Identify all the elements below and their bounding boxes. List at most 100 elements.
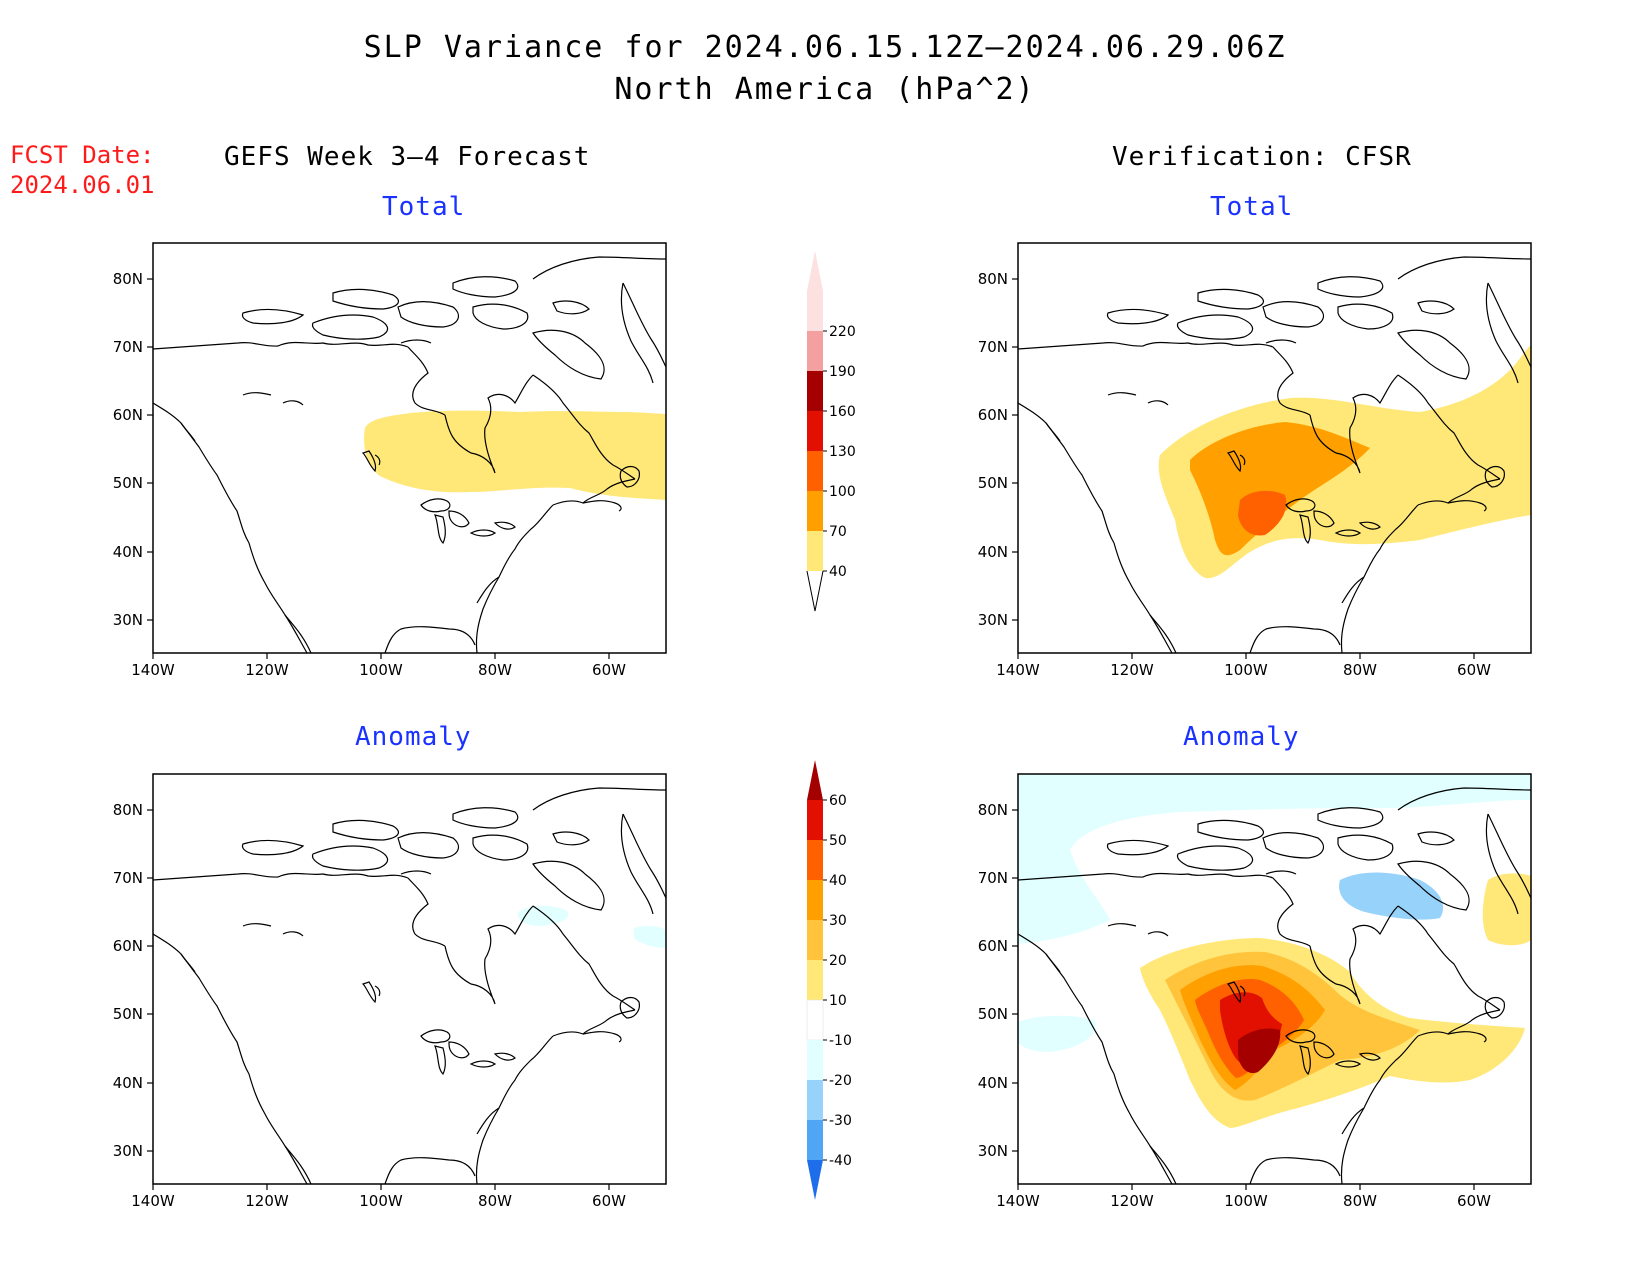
cb-total-swatch [807, 491, 823, 531]
cb-anomaly-swatch [807, 960, 823, 1000]
cfsr-total-lon-label: 80W [1343, 661, 1377, 679]
cb-anomaly-swatch [807, 1080, 823, 1120]
cfsr-anomaly-lat-label: 40N [978, 1074, 1008, 1092]
cfsr-anomaly-shade-10-b [1482, 873, 1531, 946]
gefs-anomaly-lon-label: 100W [359, 1192, 403, 1210]
cb-total-swatch [807, 291, 823, 331]
gefs-anomaly-lat-label: 50N [113, 1005, 143, 1023]
cb-anomaly-label: 60 [829, 793, 847, 809]
cfsr-anomaly-shade-60 [1238, 1028, 1281, 1074]
left-anomaly-title: Anomaly [355, 722, 472, 752]
cb-anomaly-label: 10 [829, 993, 847, 1009]
gefs-total-lat-label: 70N [113, 338, 143, 356]
map-cfsr-total [1017, 242, 1532, 654]
cb-anomaly-upper-tip [807, 760, 823, 800]
cfsr-total-lon-label: 120W [1110, 661, 1154, 679]
cfsr-anomaly-lat-label: 50N [978, 1005, 1008, 1023]
fcst-date-value: 2024.06.01 [10, 171, 155, 199]
cfsr-total-lat-label: 50N [978, 474, 1008, 492]
cb-anomaly-label: 20 [829, 953, 847, 969]
cfsr-total-shade-100 [1238, 490, 1287, 536]
cb-total-swatch [807, 331, 823, 371]
cfsr-anomaly-shade-neg10 [1018, 774, 1531, 944]
gefs-anomaly-lon-label: 60W [592, 1192, 626, 1210]
cfsr-total-lat-label: 70N [978, 338, 1008, 356]
cb-anomaly-label: 30 [829, 913, 847, 929]
cfsr-anomaly-lat-label: 70N [978, 869, 1008, 887]
cb-anomaly-label: -30 [829, 1113, 852, 1129]
cfsr-anomaly-lon-label: 100W [1224, 1192, 1268, 1210]
cfsr-anomaly-shade-neg20 [1339, 872, 1444, 920]
cb-anomaly-lower-tip [807, 1160, 823, 1200]
gefs-total-lat-label: 60N [113, 406, 143, 424]
cfsr-anomaly-shade-neg10-b [1018, 1015, 1096, 1052]
fcst-date-label: FCST Date: [10, 141, 155, 169]
cfsr-total-lon-label: 60W [1457, 661, 1491, 679]
gefs-anomaly-shade-neg10 [517, 905, 569, 926]
map-gefs-total [152, 242, 667, 654]
cb-anomaly-swatch [807, 920, 823, 960]
cb-total-swatch [807, 371, 823, 411]
cb-total-label: 100 [829, 484, 856, 500]
right-anomaly-title: Anomaly [1183, 722, 1300, 752]
cfsr-total-lon-label: 140W [996, 661, 1040, 679]
cb-anomaly-swatch [806, 999, 824, 1041]
cb-total-upper-tip [807, 251, 823, 291]
colorbar-anomaly: 60 50 40 30 20 10 -10 -20 -30 -40 [806, 760, 852, 1200]
cb-anomaly-swatch [807, 840, 823, 880]
gefs-anomaly-lat-label: 70N [113, 869, 143, 887]
gefs-total-lon-label: 60W [592, 661, 626, 679]
gefs-anomaly-lat-label: 40N [113, 1074, 143, 1092]
cb-total-swatch [807, 531, 823, 571]
gefs-total-lon-label: 140W [131, 661, 175, 679]
gefs-total-lon-label: 80W [478, 661, 512, 679]
cfsr-anomaly-lon-label: 140W [996, 1192, 1040, 1210]
cb-anomaly-swatch [807, 800, 823, 840]
cfsr-anomaly-lat-label: 80N [978, 801, 1008, 819]
cfsr-total-lat-label: 40N [978, 543, 1008, 561]
main-title-line2: North America (hPa^2) [614, 72, 1036, 107]
left-column-title: GEFS Week 3–4 Forecast [224, 142, 591, 172]
cb-total-lower-tip [806, 570, 824, 612]
cfsr-total-shade-70 [1190, 422, 1370, 556]
cfsr-anomaly-lat-label: 60N [978, 937, 1008, 955]
cfsr-total-lat-label: 60N [978, 406, 1008, 424]
fcst-date: FCST Date: 2024.06.01 [10, 140, 155, 200]
cb-total-label: 190 [829, 364, 856, 380]
cb-anomaly-swatch [807, 1120, 823, 1160]
colorbar-total: 40 70 100 130 160 190 220 [806, 251, 856, 612]
gefs-anomaly-lon-label: 120W [245, 1192, 289, 1210]
cb-total-label: 70 [829, 524, 847, 540]
left-total-title: Total [382, 192, 466, 222]
gefs-anomaly-lat-label: 60N [113, 937, 143, 955]
gefs-total-shade-40 [364, 410, 666, 500]
gefs-total-lat-label: 30N [113, 611, 143, 629]
cfsr-total-lon-label: 100W [1224, 661, 1268, 679]
cb-anomaly-label: -10 [829, 1033, 852, 1049]
gefs-total-lon-label: 100W [359, 661, 403, 679]
cb-anomaly-label: -40 [829, 1153, 852, 1169]
gefs-anomaly-lat-label: 80N [113, 801, 143, 819]
cfsr-total-lat-label: 30N [978, 611, 1008, 629]
gefs-anomaly-shade-neg10-b [634, 925, 666, 948]
cfsr-anomaly-lon-label: 80W [1343, 1192, 1377, 1210]
gefs-total-lon-label: 120W [245, 661, 289, 679]
map-cfsr-anomaly [1017, 773, 1532, 1185]
cb-total-swatch [807, 451, 823, 491]
gefs-anomaly-lat-label: 30N [113, 1142, 143, 1160]
gefs-total-lat-label: 40N [113, 543, 143, 561]
cb-anomaly-swatch [807, 880, 823, 920]
cb-anomaly-label: 40 [829, 873, 847, 889]
cfsr-total-lat-label: 80N [978, 270, 1008, 288]
cb-total-label: 160 [829, 404, 856, 420]
axes-layer: 80N 70N 60N 50N 40N 30N 140W 120W 100W 80W 60W 80N 7… [113, 270, 1491, 1210]
cfsr-anomaly-lat-label: 30N [978, 1142, 1008, 1160]
cb-anomaly-label: 50 [829, 833, 847, 849]
cb-anomaly-label: -20 [829, 1073, 852, 1089]
gefs-total-lat-label: 50N [113, 474, 143, 492]
cb-total-label: 40 [829, 564, 847, 580]
gefs-anomaly-lon-label: 140W [131, 1192, 175, 1210]
cfsr-anomaly-lon-label: 120W [1110, 1192, 1154, 1210]
cb-total-label: 220 [829, 324, 856, 340]
